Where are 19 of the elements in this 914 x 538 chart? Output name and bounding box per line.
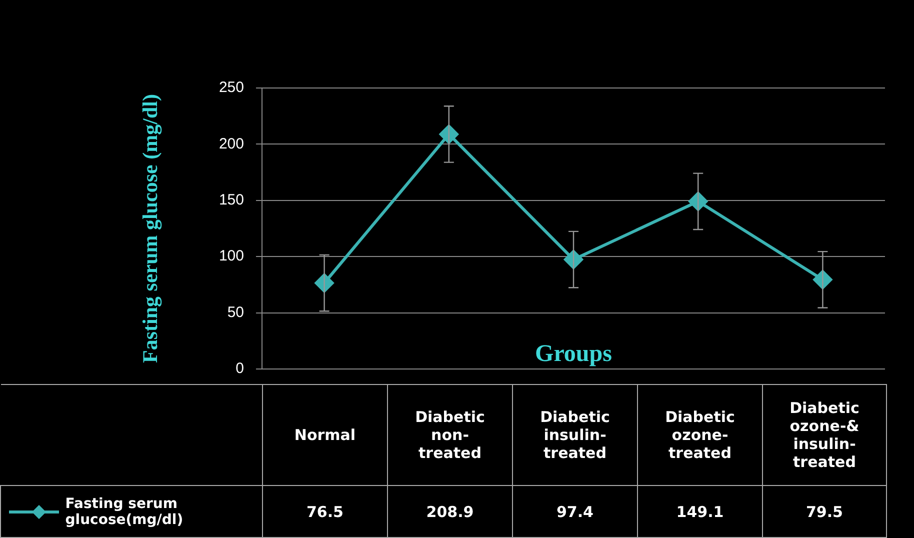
data-label: 79.5: [762, 486, 886, 538]
y-tick-label: 0: [236, 360, 244, 378]
x-tick-label: Normal: [294, 426, 356, 444]
y-tick-label: 100: [218, 248, 244, 265]
y-axis-title: Fasting serum glucose (mg/dl): [138, 94, 162, 363]
legend-label: Fasting serum glucose(mg/dl): [65, 496, 184, 528]
data-label: 149.1: [638, 486, 762, 538]
y-tick-label: 200: [218, 135, 244, 152]
x-axis-title: Groups: [535, 341, 612, 368]
data-label: 76.5: [262, 486, 388, 538]
x-tick-label: Diabetic non-treated: [415, 408, 485, 462]
x-tick-label: Diabetic ozone-treated: [665, 408, 735, 462]
data-label: 97.4: [512, 486, 638, 538]
x-tick-label: Diabetic insulin-treated: [540, 408, 610, 462]
y-tick-label: 250: [218, 79, 244, 96]
data-label: 208.9: [388, 486, 512, 538]
y-tick-label: 150: [218, 192, 244, 209]
x-tick-label: Diabetic ozone-& insulin-treated: [790, 399, 860, 471]
y-tick-label: 50: [227, 304, 244, 321]
